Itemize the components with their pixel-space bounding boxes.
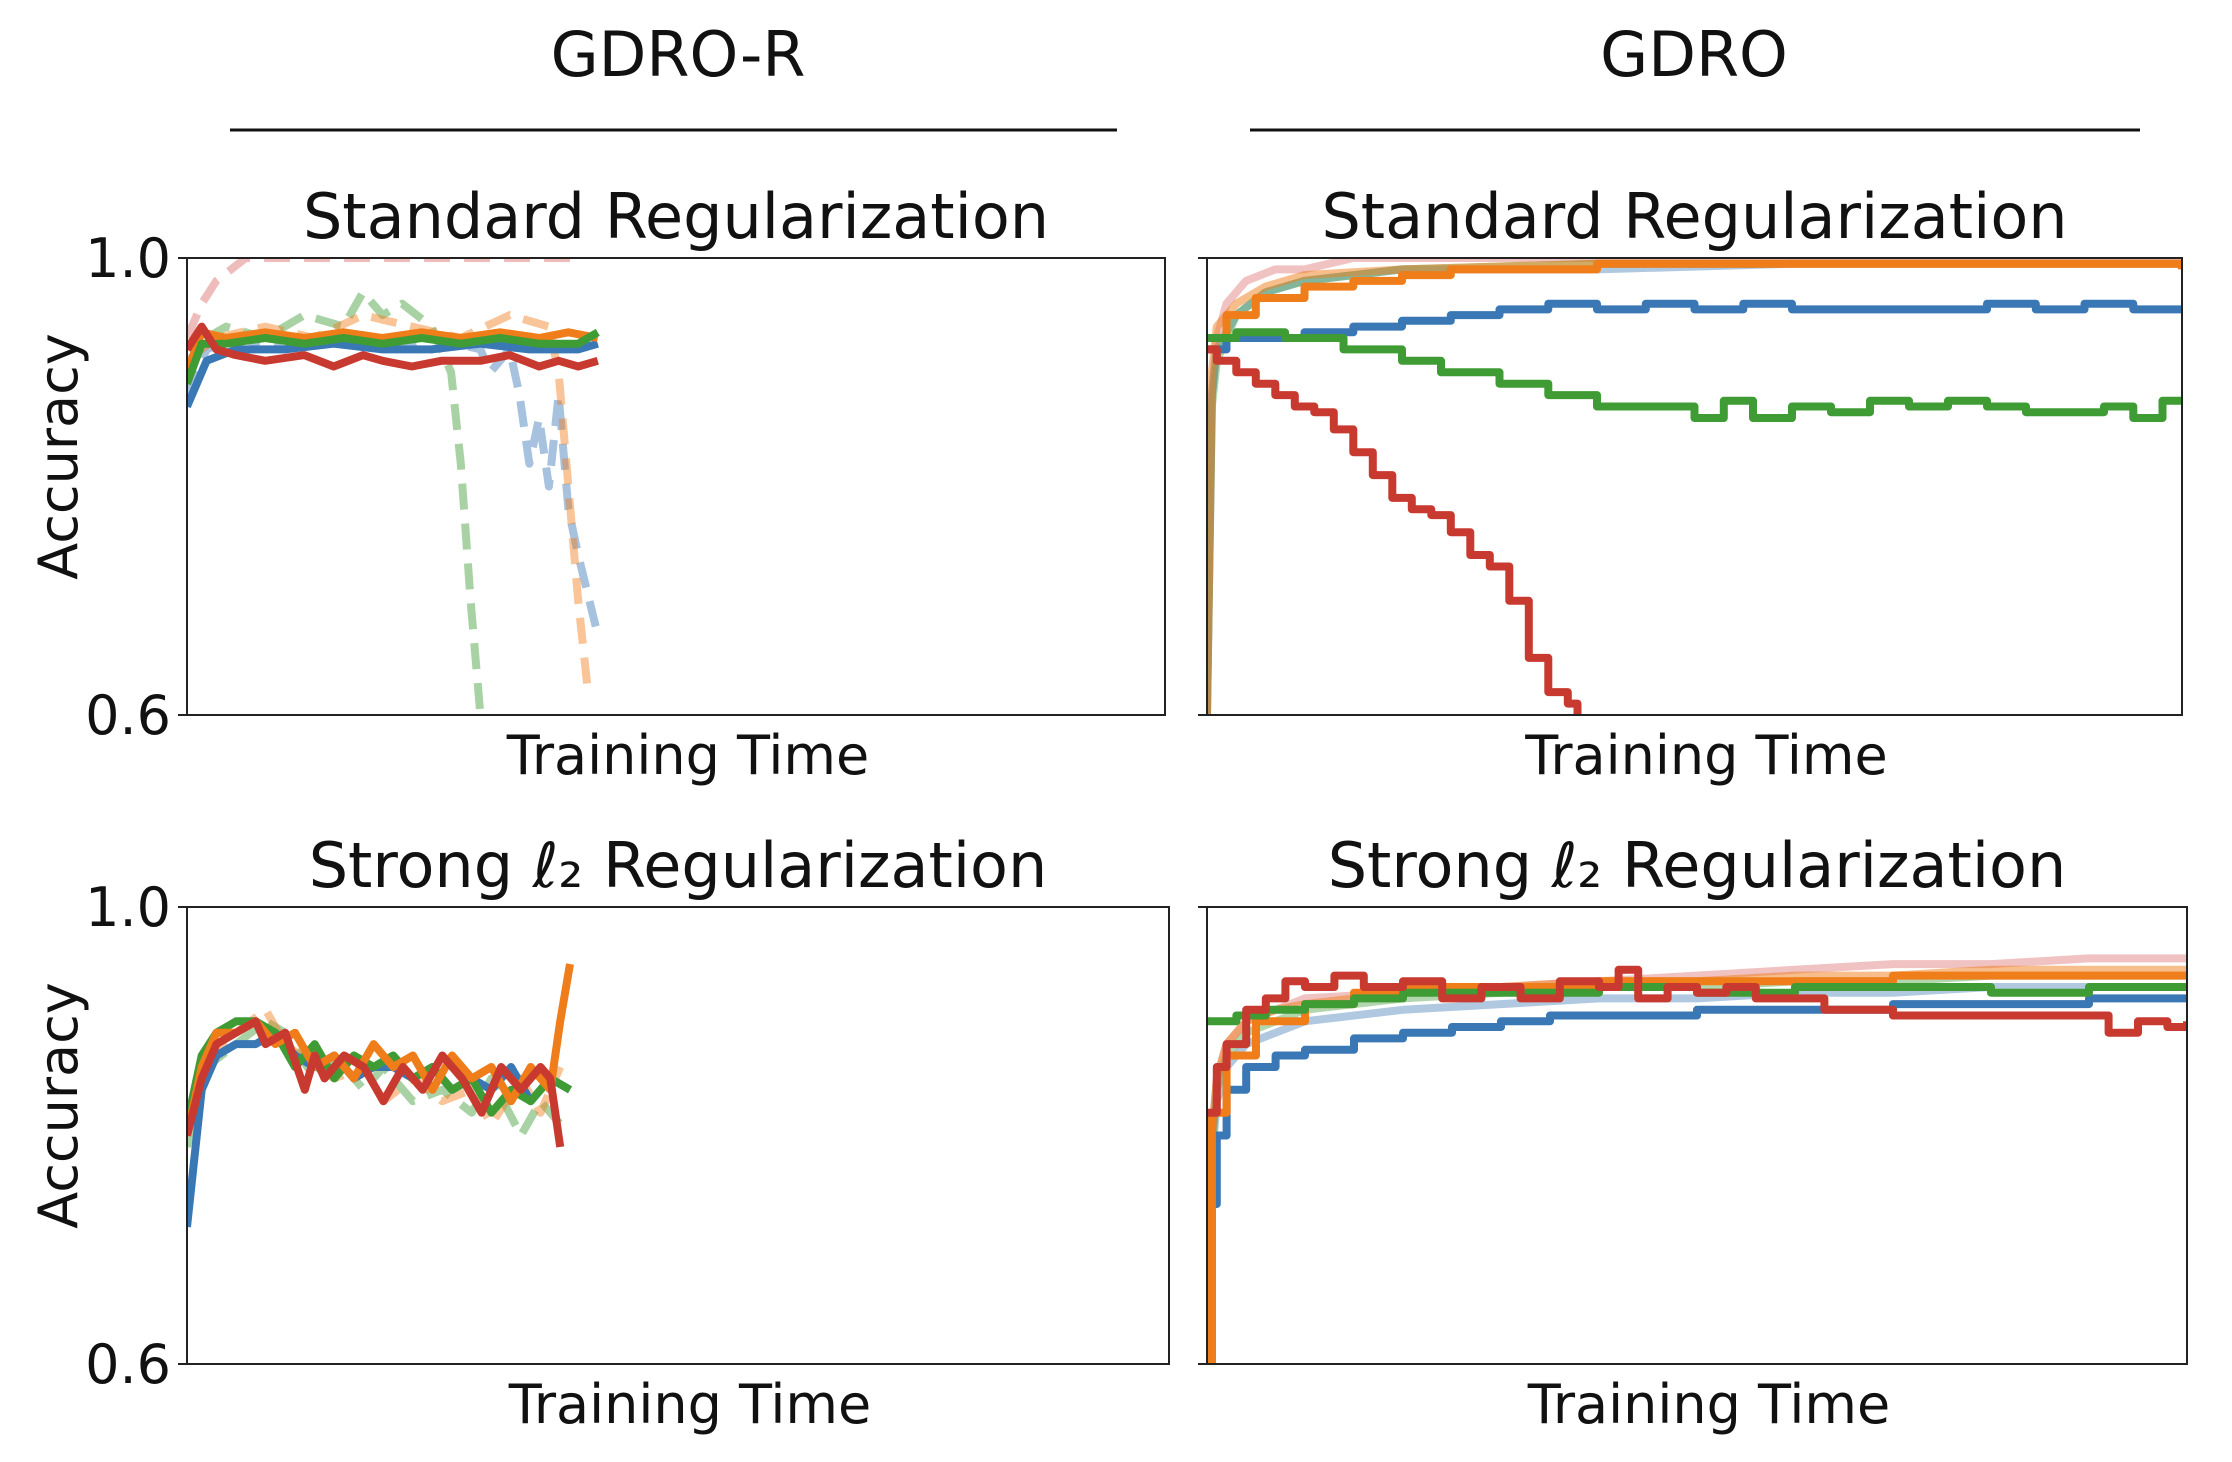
series-line-orange-3 [1207, 965, 2187, 1364]
chart-title: Standard Regularization [303, 180, 1049, 253]
x-axis-label: Training Time [1524, 724, 1887, 787]
series-line-blue-4 [1207, 994, 2187, 1364]
series-line-green-1 [187, 288, 485, 715]
series-group [1207, 258, 2182, 715]
series-line-green-6 [187, 328, 600, 386]
series-line-red-7 [1207, 965, 2187, 1117]
series-line-orange-5 [187, 328, 599, 374]
series-line-blue-2 [187, 334, 602, 636]
series-line-red-7 [1207, 345, 1582, 715]
chart-panel-2: Strong ℓ₂ Regularization 1.0 0.6 Training T… [27, 829, 1170, 1436]
x-axis-label: Training Time [1527, 1373, 1890, 1436]
series-group [187, 258, 602, 715]
chart-panel-1: Standard Regularization Training Time [1198, 180, 2183, 787]
y-tick-label: 0.6 [85, 684, 171, 747]
chart-panel-3: Strong ℓ₂ Regularization Training Time [1198, 829, 2188, 1436]
plot-frame [186, 906, 1170, 1365]
plot-frame [1206, 257, 2183, 716]
series-line-blue-4 [187, 339, 599, 409]
chart-panel-0: Standard Regularization 1.0 0.6 Training Ti… [27, 180, 1166, 787]
series-line-blue-5 [1207, 299, 2182, 354]
x-axis-label: Training Time [508, 1373, 871, 1436]
chart-title: Strong ℓ₂ Regularization [1328, 829, 2067, 902]
y-tick-label: 0.6 [85, 1333, 171, 1396]
column-header-gdro: GDRO [1600, 18, 1788, 91]
x-axis-label: Training Time [506, 724, 869, 787]
y-tick-label: 1.0 [85, 876, 171, 939]
series-group [187, 963, 574, 1228]
series-line-orange-4 [187, 963, 574, 1137]
series-line-green-6 [1207, 328, 2182, 422]
series-line-orange-5 [1207, 971, 2187, 1364]
plot-frame [1206, 906, 2188, 1365]
series-group [1207, 954, 2187, 1364]
chart-title: Strong ℓ₂ Regularization [309, 829, 1048, 902]
chart-title: Standard Regularization [1321, 180, 2067, 253]
column-header-gdro-r: GDRO-R [551, 18, 806, 91]
series-line-red-7 [187, 322, 599, 371]
series-line-green-2 [1207, 971, 2187, 1364]
plot-frame [186, 257, 1166, 716]
series-line-red-5 [187, 1017, 565, 1148]
series-line-orange-3 [187, 311, 592, 693]
series-line-orange-4 [1207, 259, 2182, 354]
y-tick-label: 1.0 [85, 227, 171, 290]
series-line-pink-0 [187, 258, 579, 340]
y-axis-label: Accuracy [27, 982, 90, 1229]
y-axis-label: Accuracy [27, 333, 90, 580]
